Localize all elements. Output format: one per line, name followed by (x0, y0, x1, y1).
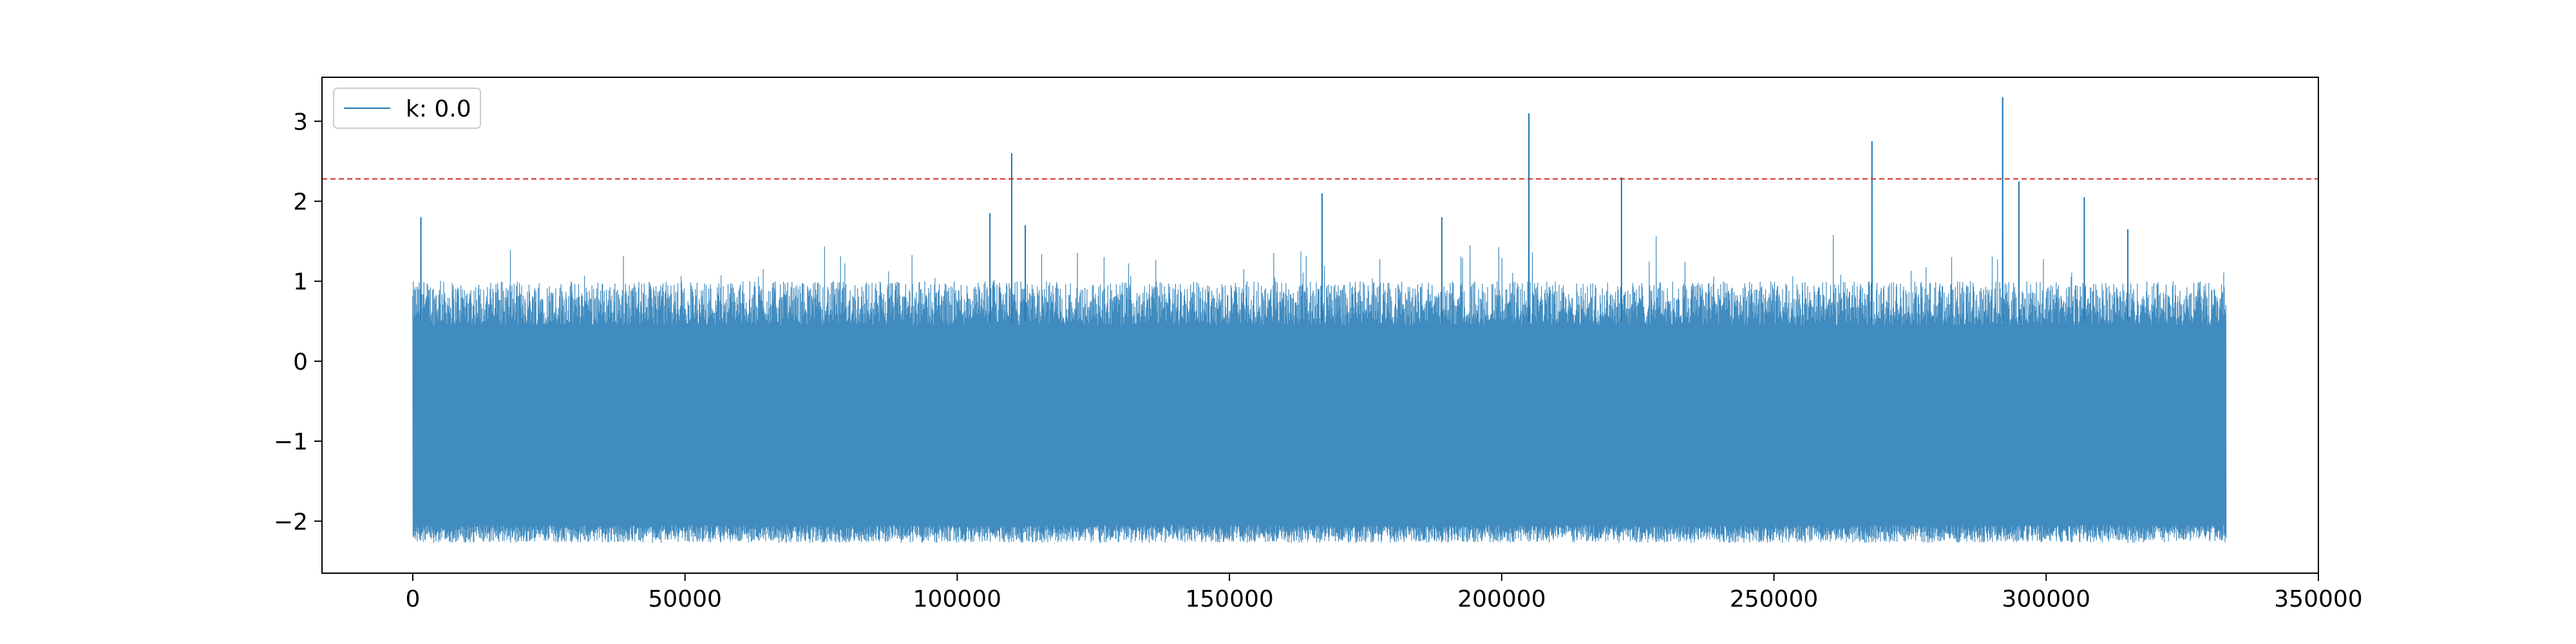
legend-frame (333, 88, 481, 129)
y-tick-label: 3 (293, 109, 308, 135)
y-tick-label: 1 (293, 269, 308, 296)
y-tick-label: 2 (293, 189, 308, 216)
x-tick-label: 350000 (2274, 586, 2362, 612)
x-tick-label: 0 (405, 586, 420, 612)
axes-frame (321, 77, 2319, 574)
x-axis: 0 50000 100000 150000 200000 250000 300000 3500… (405, 573, 2363, 612)
y-tick-label: −1 (274, 429, 308, 455)
legend-label: k: 0.0 (406, 96, 471, 122)
x-tick-label: 50000 (648, 586, 722, 612)
y-axis: −2 −1 0 1 2 3 (274, 109, 322, 535)
y-tick-label: −2 (274, 509, 308, 535)
x-tick-label: 150000 (1185, 586, 1273, 612)
x-tick-label: 100000 (913, 586, 1001, 612)
x-tick-label: 250000 (1730, 586, 1818, 612)
y-tick-label: 0 (293, 349, 308, 375)
plot-layer (322, 97, 2318, 543)
x-tick-label: 200000 (1457, 586, 1546, 612)
series-line (412, 97, 2227, 543)
legend: k: 0.0 (333, 88, 481, 129)
x-tick-label: 300000 (2002, 586, 2090, 612)
